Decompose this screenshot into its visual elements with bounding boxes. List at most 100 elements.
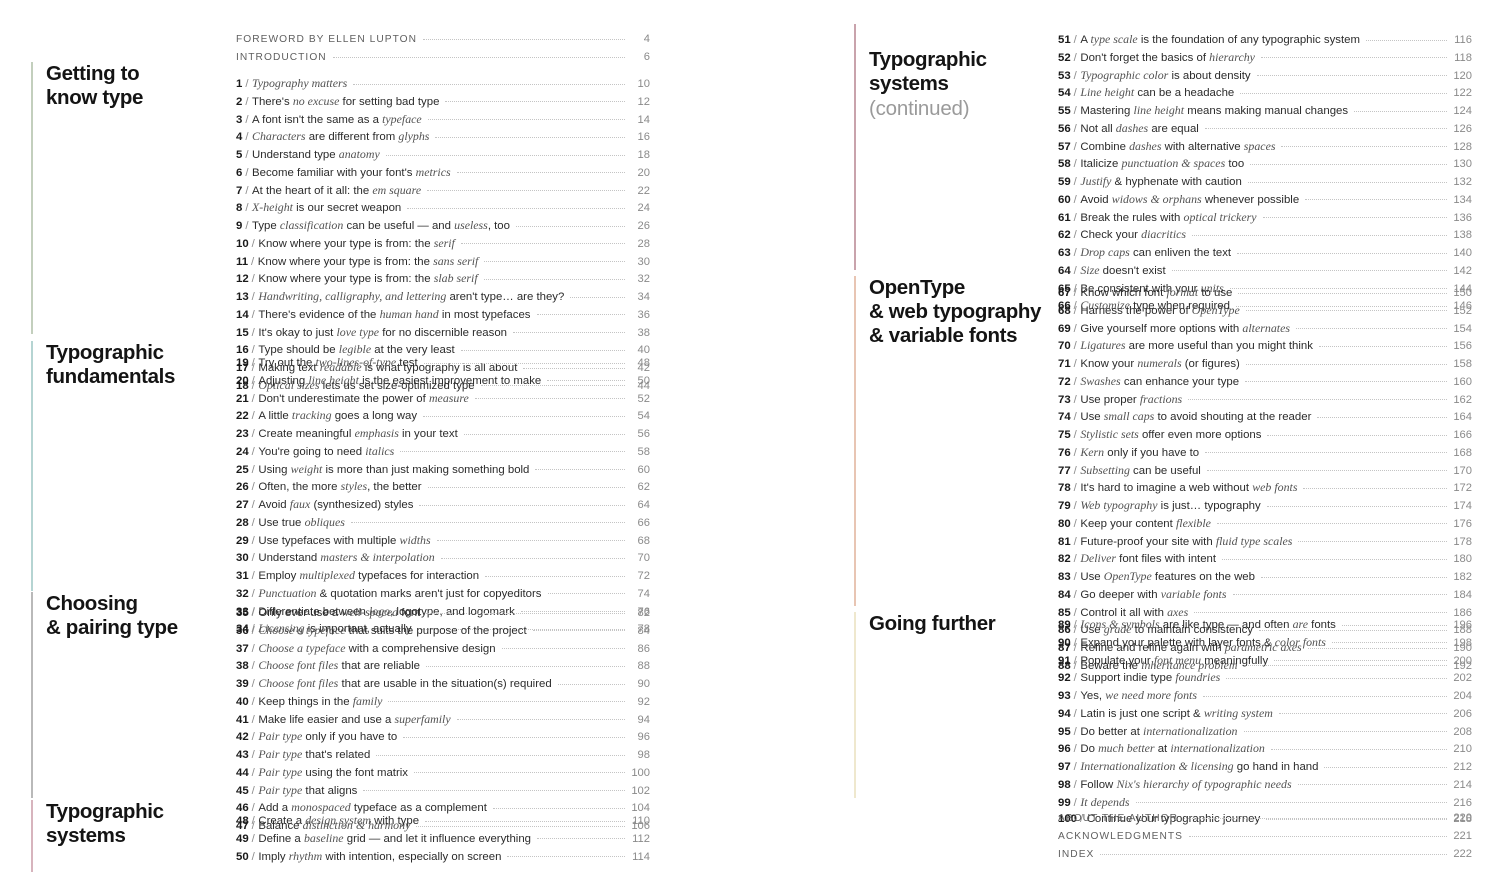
- toc-entry[interactable]: 58/Italicize punctuation & spaces too 130: [1058, 155, 1472, 173]
- toc-entry[interactable]: 23/Create meaningful emphasis in your te…: [236, 425, 650, 443]
- toc-entry[interactable]: 7/At the heart of it all: the em square 2…: [236, 182, 650, 200]
- toc-entry[interactable]: 36/Choose a typeface that suits the purp…: [236, 622, 650, 640]
- toc-entry[interactable]: 32/Punctuation & quotation marks aren't …: [236, 585, 650, 603]
- toc-entry[interactable]: 9/Type classification can be useful — an…: [236, 217, 650, 235]
- toc-entry[interactable]: Index 222: [1058, 846, 1472, 864]
- toc-entry[interactable]: 11/Know where your type is from: the san…: [236, 253, 650, 271]
- toc-entry[interactable]: 14/There's evidence of the human hand in…: [236, 306, 650, 324]
- toc-entry[interactable]: 10/Know where your type is from: the ser…: [236, 235, 650, 253]
- toc-entry[interactable]: 95/Do better at internationalization 208: [1058, 723, 1472, 741]
- toc-entry[interactable]: 8/X-height is our secret weapon 24: [236, 199, 650, 217]
- toc-entry[interactable]: 80/Keep your content flexible 176: [1058, 515, 1472, 533]
- toc-entry[interactable]: 78/It's hard to imagine a web without we…: [1058, 479, 1472, 497]
- toc-entry[interactable]: 70/Ligatures are more useful than you mi…: [1058, 337, 1472, 355]
- toc-entry[interactable]: 87/Refine and refine again with parametr…: [1058, 639, 1472, 657]
- toc-entry[interactable]: 19/Try out the two-lines-of-type test 48: [236, 354, 650, 372]
- toc-entry[interactable]: 67/Know which font format to use 150: [1058, 284, 1472, 302]
- toc-entry[interactable]: 56/Not all dashes are equal 126: [1058, 120, 1472, 138]
- toc-entry[interactable]: 57/Combine dashes with alternative space…: [1058, 138, 1472, 156]
- toc-entry[interactable]: 100/Continue your typographic journey 218: [1058, 811, 1472, 828]
- toc-entry[interactable]: 90/Expand your palette with layer fonts …: [1058, 634, 1472, 652]
- toc-entry[interactable]: 85/Control it all with axes 186: [1058, 604, 1472, 622]
- toc-entry[interactable]: 12/Know where your type is from: the sla…: [236, 270, 650, 288]
- toc-entry[interactable]: 55/Mastering line height means making ma…: [1058, 102, 1472, 120]
- toc-entry[interactable]: 6/Become familiar with your font's metri…: [236, 164, 650, 182]
- toc-entry[interactable]: 89/Icons & symbols are like type — and o…: [1058, 616, 1472, 634]
- toc-entry[interactable]: 77/Subsetting can be useful 170: [1058, 462, 1472, 480]
- toc-entry[interactable]: 96/Do much better at internationalizatio…: [1058, 740, 1472, 758]
- toc-entry[interactable]: 94/Latin is just one script & writing sy…: [1058, 705, 1472, 723]
- toc-entry[interactable]: Acknowledgments 221: [1058, 828, 1472, 846]
- toc-entry[interactable]: 44/Pair type using the font matrix 100: [236, 764, 650, 782]
- toc-entry[interactable]: 64/Size doesn't exist 142: [1058, 262, 1472, 280]
- toc-entry[interactable]: 26/Often, the more styles, the better 62: [236, 478, 650, 496]
- toc-entry[interactable]: 61/Break the rules with optical trickery…: [1058, 209, 1472, 227]
- toc-entry[interactable]: 25/Using weight is more than just making…: [236, 461, 650, 479]
- toc-entry[interactable]: 53/Typographic color is about density 120: [1058, 67, 1472, 85]
- toc-entry[interactable]: 66/Customize type when required 146: [1058, 297, 1472, 315]
- toc-entry[interactable]: 15/It's okay to just love type for no di…: [236, 324, 650, 342]
- toc-entry[interactable]: 29/Use typefaces with multiple widths 68: [236, 532, 650, 550]
- toc-entry[interactable]: 2/There's no excuse for setting bad type…: [236, 93, 650, 111]
- toc-entry[interactable]: 81/Future-proof your site with fluid typ…: [1058, 533, 1472, 551]
- toc-entry[interactable]: 59/Justify & hyphenate with caution 132: [1058, 173, 1472, 191]
- toc-entry[interactable]: 76/Kern only if you have to 168: [1058, 444, 1472, 462]
- toc-entry[interactable]: 47/Balance distinction & harmony 106: [236, 817, 650, 835]
- toc-entry[interactable]: 34/Licensing is important, actually 78: [236, 620, 650, 638]
- toc-entry[interactable]: 33/Differentiate between logo, logotype,…: [236, 603, 650, 621]
- toc-entry[interactable]: 49/Define a baseline grid — and let it i…: [236, 830, 650, 848]
- toc-entry[interactable]: 99/It depends 216: [1058, 794, 1472, 812]
- toc-entry[interactable]: 74/Use small caps to avoid shouting at t…: [1058, 408, 1472, 426]
- toc-entry[interactable]: 98/Follow Nix's hierarchy of typographic…: [1058, 776, 1472, 794]
- toc-entry[interactable]: 28/Use true obliques 66: [236, 514, 650, 532]
- toc-entry[interactable]: 68/Harness the power of OpenType 152: [1058, 302, 1472, 320]
- toc-entry[interactable]: 48/Create a design system with type 110: [236, 812, 650, 830]
- toc-entry[interactable]: 72/Swashes can enhance your type 160: [1058, 373, 1472, 391]
- toc-entry[interactable]: 31/Employ multiplexed typefaces for inte…: [236, 567, 650, 585]
- toc-entry[interactable]: 35/Only ever use a well-spaced font 82: [236, 604, 650, 622]
- toc-entry[interactable]: 93/Yes, we need more fonts 204: [1058, 687, 1472, 705]
- toc-entry[interactable]: 37/Choose a typeface with a comprehensiv…: [236, 640, 650, 658]
- toc-entry[interactable]: 86/Use grade to maintain consistency 188: [1058, 621, 1472, 639]
- toc-entry[interactable]: 52/Don't forget the basics of hierarchy 1…: [1058, 49, 1472, 67]
- toc-entry[interactable]: 71/Know your numerals (or figures) 158: [1058, 355, 1472, 373]
- toc-entry[interactable]: 75/Stylistic sets offer even more option…: [1058, 426, 1472, 444]
- toc-entry[interactable]: 83/Use OpenType features on the web 182: [1058, 568, 1472, 586]
- toc-entry[interactable]: 45/Pair type that aligns 102: [236, 782, 650, 800]
- toc-entry[interactable]: 1/Typography matters 10: [236, 75, 650, 93]
- toc-entry[interactable]: 69/Give yourself more options with alter…: [1058, 320, 1472, 338]
- toc-entry[interactable]: 38/Choose font files that are reliable 88: [236, 657, 650, 675]
- toc-entry[interactable]: 5/Understand type anatomy 18: [236, 146, 650, 164]
- toc-entry[interactable]: 27/Avoid faux (synthesized) styles 64: [236, 496, 650, 514]
- toc-entry[interactable]: 88/Beware the inheritance problem 192: [1058, 657, 1472, 675]
- toc-entry[interactable]: 84/Go deeper with variable fonts 184: [1058, 586, 1472, 604]
- toc-entry[interactable]: 82/Deliver font files with intent 180: [1058, 550, 1472, 568]
- toc-entry[interactable]: 4/Characters are different from glyphs 16: [236, 128, 650, 146]
- toc-entry[interactable]: 13/Handwriting, calligraphy, and letteri…: [236, 288, 650, 306]
- toc-entry[interactable]: 40/Keep things in the family 92: [236, 693, 650, 711]
- toc-entry[interactable]: 54/Line height can be a headache 122: [1058, 84, 1472, 102]
- toc-entry[interactable]: 51/A type scale is the foundation of any…: [1058, 31, 1472, 49]
- toc-entry[interactable]: 41/Make life easier and use a superfamil…: [236, 711, 650, 729]
- toc-entry[interactable]: About the author 220: [1058, 810, 1472, 828]
- toc-entry[interactable]: 92/Support indie type foundries 202: [1058, 669, 1472, 687]
- toc-entry[interactable]: 30/Understand masters & interpolation 70: [236, 549, 650, 567]
- toc-entry[interactable]: 39/Choose font files that are usable in …: [236, 675, 650, 693]
- toc-entry[interactable]: 50/Imply rhythm with intention, especial…: [236, 848, 650, 866]
- toc-entry[interactable]: 18/Optical sizes lets us set size-optimi…: [236, 377, 650, 395]
- toc-entry[interactable]: 91/Populate your font menu meaningfully 2…: [1058, 652, 1472, 670]
- toc-entry[interactable]: 43/Pair type that's related 98: [236, 746, 650, 764]
- toc-entry[interactable]: 97/Internationalization & licensing go h…: [1058, 758, 1472, 776]
- toc-entry[interactable]: 73/Use proper fractions 162: [1058, 391, 1472, 409]
- toc-entry[interactable]: 65/Be consistent with your units 144: [1058, 280, 1472, 298]
- toc-entry[interactable]: 22/A little tracking goes a long way 54: [236, 407, 650, 425]
- toc-entry[interactable]: 46/Add a monospaced typeface as a comple…: [236, 799, 650, 817]
- toc-entry[interactable]: 17/Making text readable is what typograp…: [236, 359, 650, 377]
- toc-entry[interactable]: 20/Adjusting line height is the easiest …: [236, 372, 650, 390]
- toc-entry[interactable]: Foreword by Ellen Lupton 4: [236, 31, 650, 49]
- toc-entry[interactable]: 62/Check your diacritics 138: [1058, 226, 1472, 244]
- toc-entry[interactable]: 42/Pair type only if you have to 96: [236, 728, 650, 746]
- toc-entry[interactable]: 21/Don't underestimate the power of meas…: [236, 390, 650, 408]
- toc-entry[interactable]: 24/You're going to need italics 58: [236, 443, 650, 461]
- toc-entry[interactable]: Introduction 6: [236, 49, 650, 67]
